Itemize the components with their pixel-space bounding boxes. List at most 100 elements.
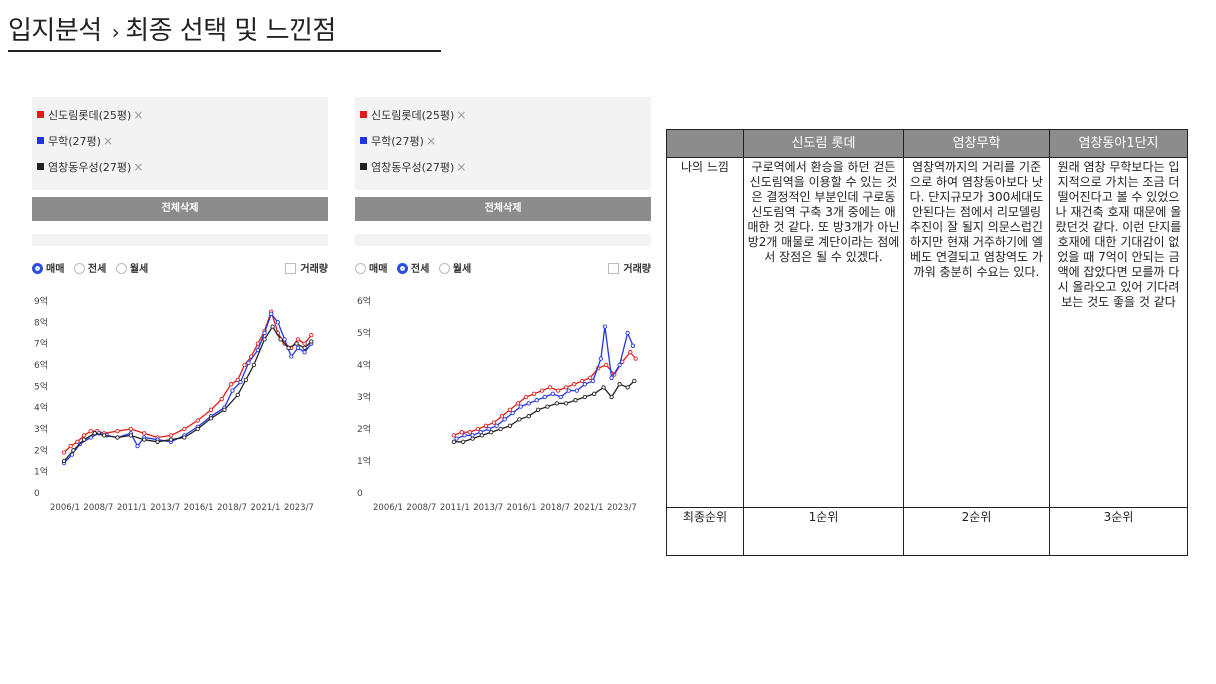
data-point [270, 324, 275, 329]
title-section: 입지분석 [8, 16, 102, 46]
data-point [294, 341, 299, 346]
chart-panel-1: 신도림롯데(25평) × 무학(27평) × 염창동우성(27평) × 전체삭제 매매… [32, 97, 328, 513]
radio-label: 월세 [452, 264, 472, 275]
table-cell: 1순위 [743, 507, 904, 556]
data-point [588, 375, 593, 380]
data-point [479, 433, 485, 438]
y-tick-label: 0 [357, 489, 363, 499]
legend-label: 무학(27평) [371, 135, 424, 148]
delete-all-button[interactable]: 전체삭제 [355, 197, 651, 221]
data-point [518, 404, 523, 409]
radio-monthly[interactable]: 월세 [115, 263, 148, 275]
remove-icon[interactable]: × [133, 108, 144, 122]
x-tick-label: 2008/7 [406, 503, 436, 513]
y-tick-label: 6억 [357, 295, 371, 307]
data-point [601, 385, 606, 390]
x-tick-label: 2011/1 [440, 503, 470, 513]
x-tick-label: 2011/1 [117, 503, 147, 513]
legend-box: 신도림롯데(25평) × 무학(27평) × 염창동우성(27평) × [355, 97, 651, 190]
data-point [486, 426, 491, 432]
remove-icon[interactable]: × [102, 134, 114, 148]
data-point [630, 343, 636, 348]
data-point [625, 385, 630, 390]
x-tick-label: 2008/7 [83, 503, 113, 513]
data-point [628, 350, 633, 355]
data-point [454, 436, 459, 441]
legend-label: 염창동우성(27평) [371, 161, 455, 174]
data-point [88, 428, 93, 434]
legend-item: 무학(27평) × [355, 132, 651, 158]
table-cell: 3순위 [1049, 507, 1188, 556]
table-header-cell [666, 129, 744, 158]
row-label: 최종순위 [666, 507, 744, 556]
y-tick-label: 3억 [34, 423, 48, 435]
data-point [302, 350, 307, 355]
radio-empty-icon [115, 263, 127, 274]
comparison-table: 신도림 롯데 염창무학 염창동아1단지 나의 느낌 구로역에서 환승을 하던 걷… [666, 129, 1188, 556]
data-point [309, 332, 314, 338]
remove-icon[interactable]: × [456, 108, 467, 122]
data-point [222, 407, 227, 412]
data-point [563, 385, 569, 390]
table-header-cell: 신도림 롯데 [743, 129, 904, 158]
data-point [633, 356, 638, 361]
radio-label: 매매 [46, 264, 65, 275]
legend-item: 신도림롯데(25평) × [32, 106, 328, 132]
data-point [295, 337, 301, 342]
data-point [269, 311, 274, 316]
x-tick-label: 2018/7 [217, 503, 247, 513]
data-point [462, 433, 467, 438]
legend-item: 염창동우성(27평) × [32, 158, 328, 184]
data-point [592, 391, 597, 396]
data-point [230, 388, 235, 393]
checkbox-icon [608, 263, 620, 274]
data-point [286, 345, 291, 351]
data-point [563, 401, 569, 406]
data-point [115, 428, 120, 434]
data-point [550, 391, 555, 396]
radio-jeonse[interactable]: 전세 [73, 263, 106, 275]
x-tick-label: 2023/7 [284, 503, 314, 513]
y-tick-label: 4억 [34, 402, 48, 414]
y-tick-label: 9억 [34, 295, 48, 307]
data-point [582, 382, 588, 387]
y-tick-label: 0 [34, 489, 40, 499]
data-point [182, 426, 187, 432]
radio-sale[interactable]: 매매 [32, 263, 65, 275]
data-point [235, 377, 240, 383]
data-point [282, 337, 287, 342]
data-point [526, 401, 531, 406]
delete-all-button[interactable]: 전체삭제 [32, 197, 328, 221]
y-tick-label: 2억 [34, 444, 48, 456]
data-point [609, 394, 614, 400]
data-point [507, 407, 513, 412]
series-line [63, 312, 312, 464]
data-point [502, 417, 507, 422]
y-tick-label: 2억 [357, 423, 371, 435]
radio-sale[interactable]: 매매 [355, 263, 387, 275]
x-tick-label: 2021/1 [574, 503, 604, 513]
radio-empty-icon [73, 263, 85, 274]
remove-icon[interactable]: × [456, 160, 467, 174]
volume-checkbox[interactable]: 거래량 [608, 260, 651, 275]
trade-type-radios: 매매 전세 월세 거래량 [355, 260, 651, 282]
legend-label: 염창동우성(27평) [48, 161, 132, 174]
table-row: 최종순위 1순위 2순위 3순위 [666, 507, 1188, 556]
data-point [101, 433, 107, 438]
legend-label: 신도림롯데(25평) [371, 109, 455, 122]
data-point [68, 443, 73, 449]
data-point [523, 394, 529, 400]
x-tick-label: 2018/7 [540, 503, 570, 513]
data-point [602, 324, 608, 329]
radio-jeonse[interactable]: 전세 [396, 263, 429, 275]
data-point [467, 430, 473, 435]
volume-checkbox[interactable]: 거래량 [285, 260, 328, 275]
remove-icon[interactable]: × [425, 134, 437, 148]
data-point [470, 436, 475, 441]
radio-monthly[interactable]: 월세 [438, 263, 472, 275]
data-point [262, 337, 267, 342]
data-point [494, 423, 499, 428]
radio-selected-icon [32, 263, 43, 274]
remove-icon[interactable]: × [133, 160, 144, 174]
